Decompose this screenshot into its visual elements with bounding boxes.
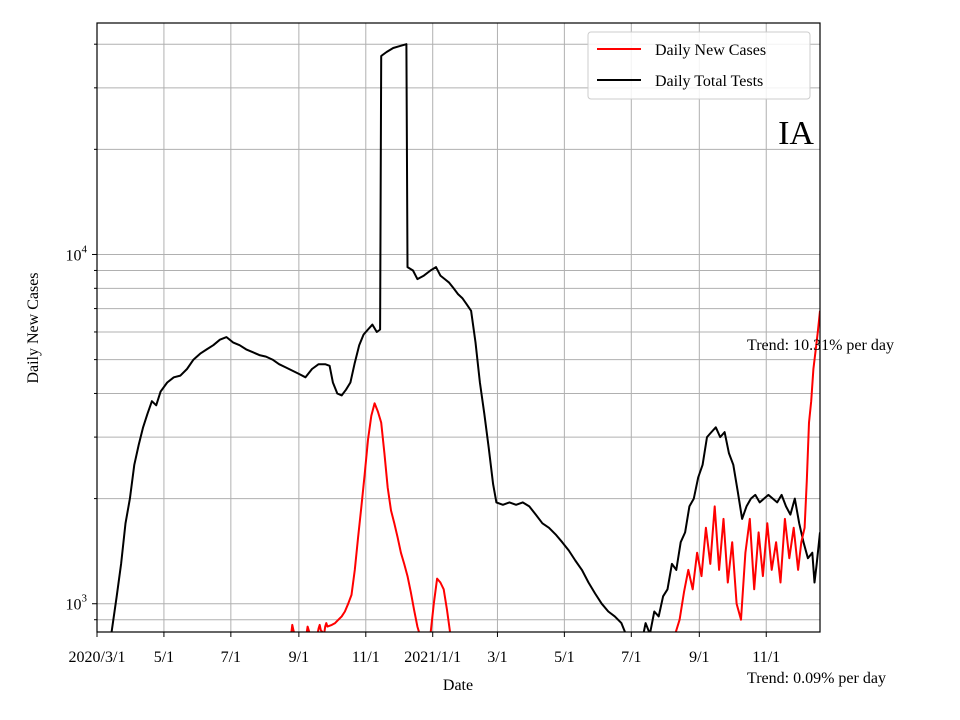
x-tick-label: 9/1	[689, 649, 709, 666]
state-label: IA	[778, 115, 814, 152]
x-tick-label: 11/1	[352, 649, 380, 666]
legend-box	[587, 31, 811, 100]
x-tick-label: 2021/1/1	[404, 649, 461, 666]
y-axis-label: Daily New Cases	[25, 272, 42, 383]
x-tick-label: 5/1	[154, 649, 174, 666]
trend-tests-label: Trend: 0.09% per day	[747, 670, 886, 687]
y-tick-label: 104	[66, 243, 88, 264]
legend-cases-label: Daily New Cases	[655, 42, 766, 59]
x-axis-label: Date	[443, 677, 473, 694]
legend-tests-label: Daily Total Tests	[655, 73, 763, 90]
legend: Daily New Cases Daily Total Tests	[587, 31, 811, 100]
x-tick-label: 7/1	[621, 649, 641, 666]
x-tick-label: 5/1	[554, 649, 574, 666]
plot-frame	[96, 22, 821, 633]
cases-line	[290, 310, 820, 632]
trend-cases-label: Trend: 10.31% per day	[747, 337, 894, 354]
x-tick-label: 11/1	[752, 649, 780, 666]
x-tick-label: 9/1	[289, 649, 309, 666]
x-tick-label: 2020/3/1	[69, 649, 126, 666]
ticks: 2020/3/1 5/1 7/1 9/1 11/1 2021/1/1 3/1 5/1 7/1 9/…	[66, 43, 780, 666]
x-tick-label: 7/1	[221, 649, 241, 666]
x-tick-label: 3/1	[487, 649, 507, 666]
tests-line	[110, 43, 820, 632]
series-layer	[110, 43, 820, 632]
y-tick-label: 103	[66, 593, 88, 614]
